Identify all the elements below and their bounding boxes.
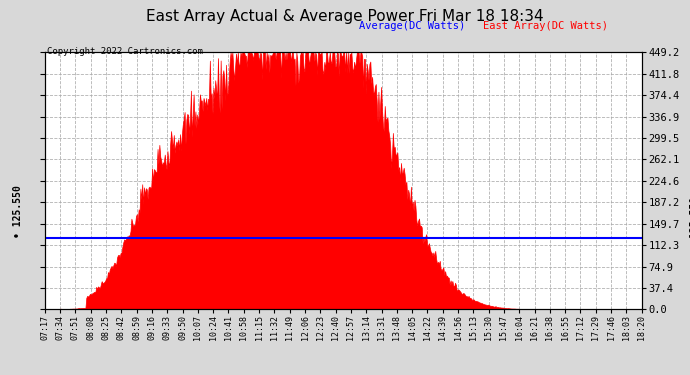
Text: • 125.550: • 125.550	[13, 185, 23, 238]
Text: East Array Actual & Average Power Fri Mar 18 18:34: East Array Actual & Average Power Fri Ma…	[146, 9, 544, 24]
Text: Copyright 2022 Cartronics.com: Copyright 2022 Cartronics.com	[47, 47, 203, 56]
Text: Average(DC Watts): Average(DC Watts)	[359, 21, 465, 31]
Text: East Array(DC Watts): East Array(DC Watts)	[483, 21, 608, 31]
